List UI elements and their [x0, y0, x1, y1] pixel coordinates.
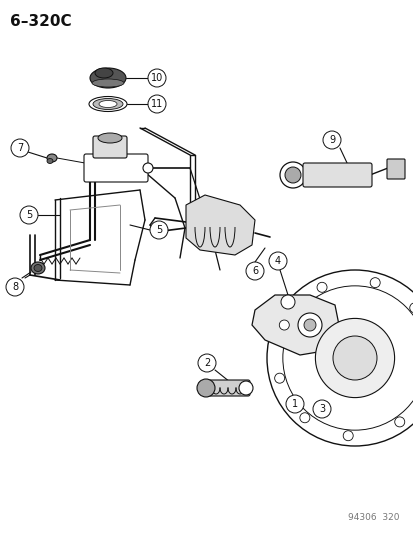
Text: 94306  320: 94306 320 — [348, 513, 399, 522]
Text: ~: ~ — [368, 376, 380, 390]
Circle shape — [20, 206, 38, 224]
Circle shape — [197, 379, 214, 397]
Text: 4: 4 — [274, 256, 280, 266]
FancyBboxPatch shape — [84, 154, 147, 182]
Text: 1: 1 — [291, 399, 297, 409]
Circle shape — [268, 252, 286, 270]
Circle shape — [197, 354, 216, 372]
Ellipse shape — [95, 68, 113, 78]
Ellipse shape — [89, 96, 127, 111]
Ellipse shape — [93, 99, 123, 109]
Circle shape — [332, 336, 376, 380]
Circle shape — [303, 319, 315, 331]
Polygon shape — [252, 295, 339, 355]
Circle shape — [266, 270, 413, 446]
Circle shape — [279, 162, 305, 188]
Circle shape — [279, 320, 289, 330]
Text: 7: 7 — [17, 143, 23, 153]
Circle shape — [282, 286, 413, 430]
Text: 5: 5 — [156, 225, 162, 235]
Ellipse shape — [99, 101, 117, 108]
FancyBboxPatch shape — [302, 163, 371, 187]
Circle shape — [245, 262, 263, 280]
Ellipse shape — [47, 158, 53, 164]
Circle shape — [409, 303, 413, 313]
Circle shape — [315, 318, 394, 398]
Text: 6: 6 — [252, 266, 257, 276]
Circle shape — [394, 417, 404, 427]
Circle shape — [147, 95, 166, 113]
Text: 8: 8 — [12, 282, 18, 292]
Text: 5: 5 — [26, 210, 32, 220]
Circle shape — [11, 139, 29, 157]
Circle shape — [147, 69, 166, 87]
Text: 6–320C: 6–320C — [10, 14, 71, 29]
FancyBboxPatch shape — [386, 159, 404, 179]
Ellipse shape — [142, 163, 153, 173]
Text: 3: 3 — [318, 404, 324, 414]
Circle shape — [316, 282, 326, 292]
Ellipse shape — [92, 79, 124, 87]
Circle shape — [285, 395, 303, 413]
Circle shape — [6, 278, 24, 296]
FancyBboxPatch shape — [93, 136, 127, 158]
Circle shape — [297, 313, 321, 337]
Ellipse shape — [47, 154, 57, 162]
FancyBboxPatch shape — [206, 380, 249, 396]
Ellipse shape — [90, 68, 126, 88]
Polygon shape — [185, 195, 254, 255]
Circle shape — [238, 381, 252, 395]
Text: 11: 11 — [150, 99, 163, 109]
Circle shape — [280, 295, 294, 309]
Ellipse shape — [98, 133, 122, 143]
Ellipse shape — [31, 262, 45, 274]
Text: 10: 10 — [150, 73, 163, 83]
Circle shape — [274, 373, 284, 383]
Text: 2: 2 — [203, 358, 210, 368]
Circle shape — [322, 131, 340, 149]
Circle shape — [342, 431, 352, 441]
Circle shape — [284, 167, 300, 183]
Text: 9: 9 — [328, 135, 334, 145]
Circle shape — [312, 400, 330, 418]
Circle shape — [299, 413, 309, 423]
Circle shape — [150, 221, 168, 239]
Ellipse shape — [34, 264, 42, 271]
Circle shape — [369, 278, 379, 288]
